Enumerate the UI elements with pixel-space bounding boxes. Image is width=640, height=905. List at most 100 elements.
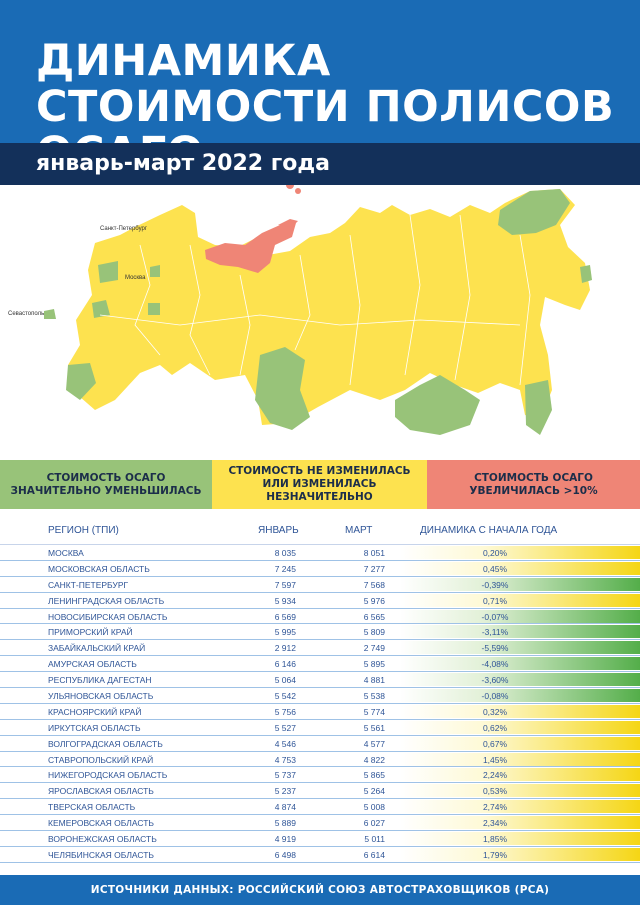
cell-region: Красноярский край	[48, 706, 142, 717]
dynamics-bar	[400, 847, 640, 861]
cell-january: 4 753	[274, 754, 296, 765]
dynamics-bar	[400, 784, 640, 798]
cell-region: Ульяновская область	[48, 691, 154, 702]
cell-january: 5 756	[274, 706, 296, 717]
cell-region: Нижегородская область	[48, 770, 168, 781]
cell-dynamics: 1,79%	[482, 849, 508, 860]
table-header: РЕГИОН (ТПИ) ЯНВАРЬ МАРТ ДИНАМИКА С НАЧА…	[0, 523, 640, 541]
cell-march: 4 822	[363, 754, 385, 765]
cell-dynamics: 1,85%	[482, 834, 508, 845]
cell-region: Волгоградская область	[48, 738, 163, 749]
footer-banner: ИСТОЧНИКИ ДАННЫХ: РОССИЙСКИЙ СОЮЗ АВТОСТ…	[0, 875, 640, 905]
header-march: МАРТ	[345, 525, 373, 536]
cell-region: Челябинская область	[48, 849, 155, 860]
table-row: Ульяновская область 5 542 5 538 -0,08%	[0, 688, 640, 704]
cell-march: 5 538	[363, 691, 385, 702]
table-row: Амурская область 6 146 5 895 -4,08%	[0, 656, 640, 673]
cell-dynamics: 1,45%	[482, 754, 508, 765]
russia-regions-map: Санкт-Петербург Москва Севастополь	[8, 185, 592, 435]
subtitle-banner	[0, 143, 640, 185]
cell-dynamics: 2,74%	[482, 802, 508, 813]
table-row: Челябинская область 6 498 6 614 1,79%	[0, 847, 640, 863]
dynamics-bar	[400, 736, 640, 750]
cell-dynamics: -0,39%	[481, 579, 509, 590]
cell-march: 6 565	[363, 611, 385, 622]
legend-unchanged: СТОИМОСТЬ НЕ ИЗМЕНИЛАСЬ ИЛИ ИЗМЕНИЛАСЬ Н…	[212, 460, 427, 509]
cell-region: Забайкальский край	[48, 643, 146, 654]
cell-dynamics: -3,60%	[481, 675, 509, 686]
cell-march: 7 277	[363, 563, 385, 574]
cell-march: 4 881	[363, 675, 385, 686]
table-row: Кемеровская область 5 889 6 027 2,34%	[0, 815, 640, 832]
cell-dynamics: 0,32%	[482, 706, 508, 717]
table-row: Москва 8 035 8 051 0,20%	[0, 545, 640, 561]
cell-dynamics: 0,67%	[482, 738, 508, 749]
cell-january: 5 542	[274, 691, 296, 702]
cell-dynamics: 0,45%	[482, 563, 508, 574]
table-row: Воронежская область 4 919 5 011 1,85%	[0, 831, 640, 847]
dynamics-bar	[400, 641, 640, 655]
cell-region: Новосибирская область	[48, 611, 168, 622]
cell-january: 4 919	[274, 834, 296, 845]
cell-dynamics: -0,07%	[481, 611, 509, 622]
table-row: Московская область 7 245 7 277 0,45%	[0, 561, 640, 577]
map-territory-unchanged	[68, 189, 590, 425]
cell-january: 5 995	[274, 627, 296, 638]
cell-march: 5 895	[363, 659, 385, 670]
dynamics-bar	[400, 609, 640, 623]
cell-dynamics: 0,53%	[482, 786, 508, 797]
city-label: Москва	[125, 275, 146, 281]
dynamics-bar	[400, 816, 640, 830]
header-dynamics: ДИНАМИКА С НАЧАЛА ГОДА	[420, 525, 558, 536]
table-row: Нижегородская область 5 737 5 865 2,24%	[0, 767, 640, 784]
header-region: РЕГИОН (ТПИ)	[48, 525, 119, 536]
table-row: Красноярский край 5 756 5 774 0,32%	[0, 704, 640, 720]
dynamics-bar	[400, 546, 640, 559]
map-territory-increase	[205, 223, 296, 273]
cell-region: Ленинградская область	[48, 595, 165, 606]
cell-march: 5 865	[363, 770, 385, 781]
cell-january: 5 064	[274, 675, 296, 686]
dynamics-bar	[400, 704, 640, 718]
cell-region: Московская область	[48, 563, 150, 574]
table-header-divider	[0, 544, 640, 545]
map-territory-decrease	[498, 189, 570, 235]
cell-january: 5 889	[274, 818, 296, 829]
cell-region: Приморский край	[48, 627, 133, 638]
cell-region: Республика Дагестан	[48, 675, 152, 686]
cell-dynamics: 0,20%	[482, 548, 508, 558]
cell-march: 8 051	[363, 548, 385, 558]
cell-march: 4 577	[363, 738, 385, 749]
cell-march: 5 561	[363, 722, 385, 733]
dynamics-bar	[400, 720, 640, 734]
table-row: Приморский край 5 995 5 809 -3,11%	[0, 624, 640, 641]
cell-march: 5 774	[363, 706, 385, 717]
cell-january: 5 737	[274, 770, 296, 781]
cell-region: Санкт-Петербург	[48, 579, 129, 590]
dynamics-bar	[400, 689, 640, 703]
header-banner	[0, 0, 640, 143]
dynamics-bar	[400, 673, 640, 687]
cell-region: Тверская область	[48, 802, 136, 813]
cell-region: Кемеровская область	[48, 818, 154, 829]
table-row: Ярославская область 5 237 5 264 0,53%	[0, 783, 640, 800]
cell-region: Амурская область	[48, 659, 137, 670]
table-row: Ставропольский край 4 753 4 822 1,45%	[0, 752, 640, 768]
cell-march: 2 749	[363, 643, 385, 654]
cell-january: 8 035	[274, 548, 296, 558]
table-row: Тверская область 4 874 5 008 2,74%	[0, 799, 640, 816]
cell-march: 5 008	[363, 802, 385, 813]
cell-march: 5 976	[363, 595, 385, 606]
cell-region: Ярославская область	[48, 786, 154, 797]
cell-region: Ставропольский край	[48, 754, 154, 765]
cell-dynamics: 0,62%	[482, 722, 508, 733]
cell-dynamics: 2,34%	[482, 818, 508, 829]
cell-january: 6 498	[274, 849, 296, 860]
table-row: Иркутская область 5 527 5 561 0,62%	[0, 720, 640, 736]
cell-dynamics: 2,24%	[482, 770, 508, 781]
cell-march: 5 011	[364, 834, 385, 845]
cell-january: 4 546	[274, 738, 296, 749]
dynamics-bar	[400, 657, 640, 671]
cell-march: 5 264	[363, 786, 385, 797]
cell-dynamics: -0,08%	[481, 691, 509, 702]
